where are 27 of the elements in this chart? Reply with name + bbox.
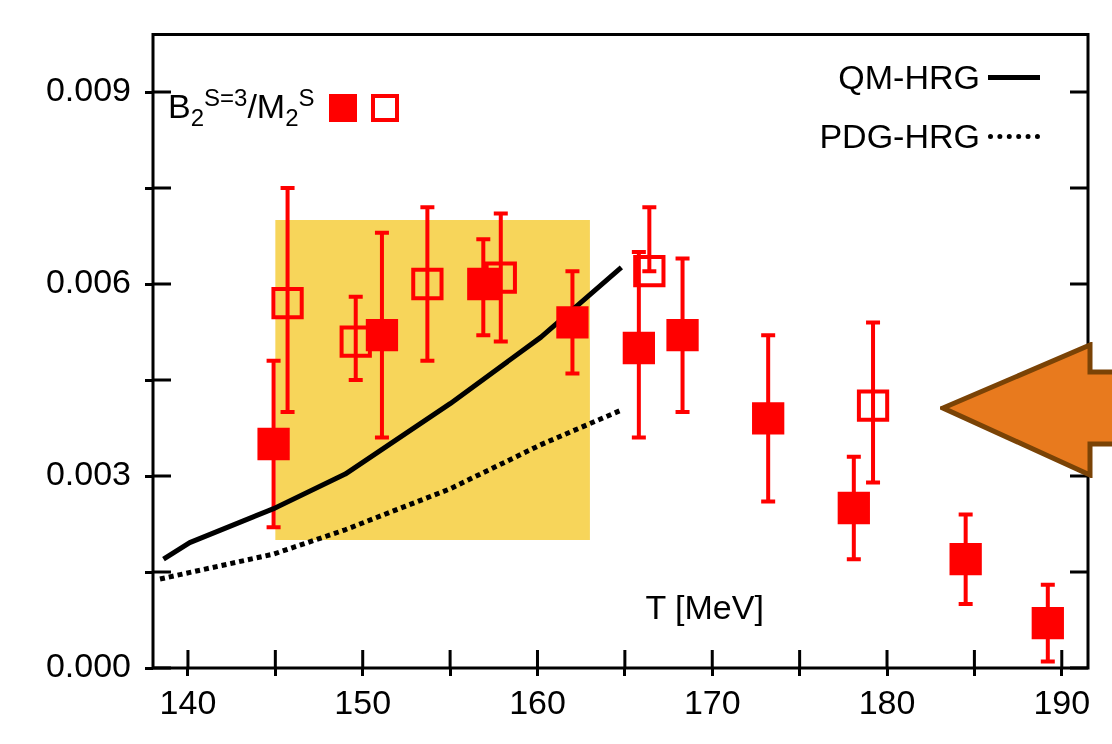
point	[856, 389, 890, 422]
x-tick-label: 190	[1033, 682, 1091, 721]
legend-label: QM-HRG	[838, 58, 980, 97]
point	[411, 267, 444, 301]
point	[1031, 607, 1064, 640]
y-tick-label: 0.000	[45, 646, 131, 685]
legend-label: PDG-HRG	[819, 117, 980, 156]
point	[666, 319, 699, 352]
x-axis-title: T [MeV]	[645, 588, 764, 627]
x-tick-label: 170	[683, 682, 741, 721]
point	[271, 287, 304, 320]
x-tick-label: 150	[334, 682, 392, 721]
x-tick-label: 140	[159, 682, 217, 721]
point	[837, 491, 870, 525]
point	[257, 427, 290, 461]
point	[467, 267, 500, 301]
point	[556, 306, 589, 339]
point	[633, 255, 666, 288]
point	[622, 331, 655, 365]
x-tick-label: 160	[509, 682, 566, 721]
point	[752, 402, 785, 435]
y-tick-label: 0.003	[45, 454, 131, 493]
y-tick-label: 0.009	[45, 70, 131, 109]
point	[365, 319, 399, 352]
point	[949, 543, 982, 576]
y-tick-label: 0.006	[45, 262, 131, 301]
x-tick-label: 180	[858, 682, 916, 721]
